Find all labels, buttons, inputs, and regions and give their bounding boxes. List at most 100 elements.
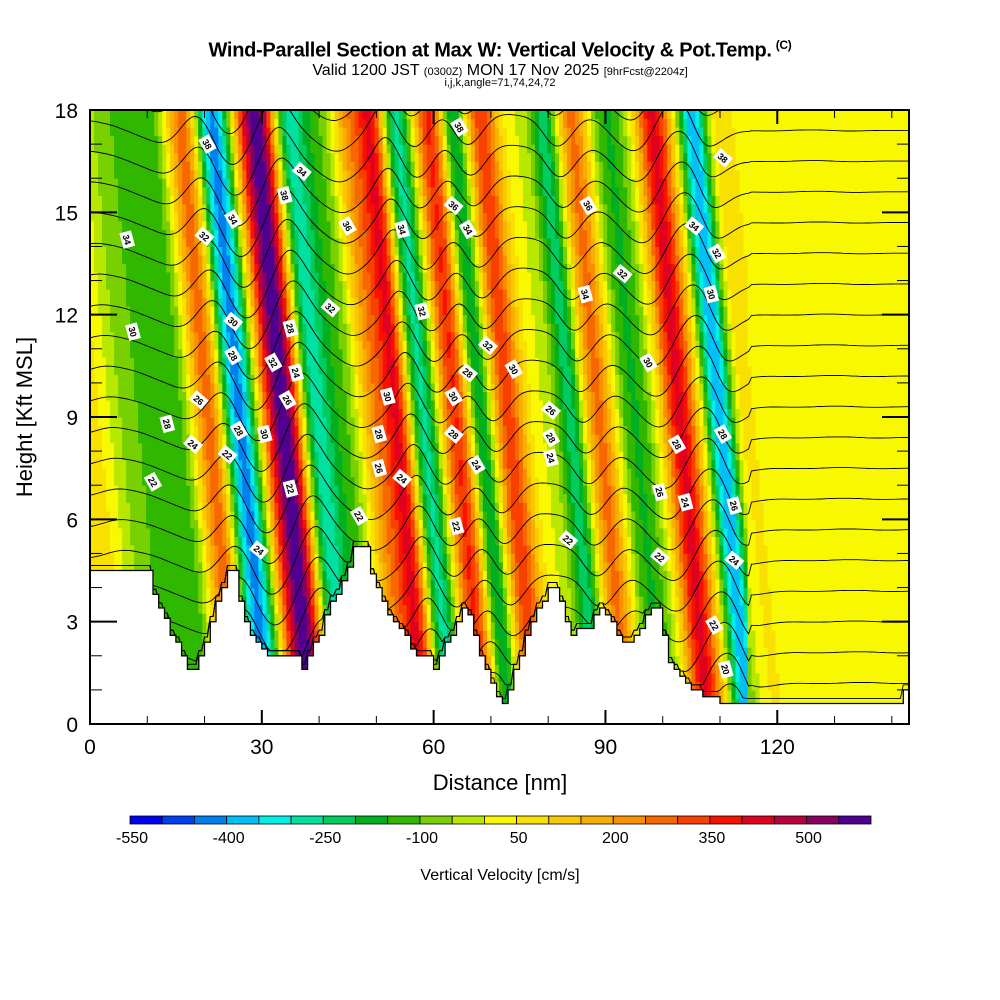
- velocity-cell: [190, 527, 195, 537]
- velocity-cell: [278, 536, 283, 546]
- velocity-cell: [154, 246, 159, 256]
- velocity-cell: [114, 169, 119, 179]
- velocity-cell: [198, 314, 203, 324]
- velocity-cell: [226, 127, 231, 137]
- velocity-cell: [146, 306, 151, 316]
- velocity-cell: [202, 289, 207, 299]
- velocity-cell: [178, 570, 183, 580]
- velocity-cell: [182, 417, 187, 427]
- velocity-cell: [218, 468, 223, 478]
- velocity-cell: [286, 502, 291, 512]
- velocity-cell: [326, 118, 332, 128]
- velocity-cell: [158, 536, 163, 546]
- velocity-cell: [330, 536, 336, 546]
- velocity-cell: [282, 110, 287, 120]
- velocity-cell: [206, 434, 211, 444]
- velocity-cell: [130, 451, 135, 461]
- velocity-cell: [274, 178, 279, 188]
- velocity-cell: [334, 229, 340, 239]
- velocity-cell: [162, 144, 167, 154]
- velocity-cell: [362, 365, 368, 375]
- velocity-cell: [226, 229, 231, 239]
- velocity-cell: [90, 476, 95, 486]
- velocity-cell: [118, 297, 123, 307]
- velocity-cell: [106, 391, 111, 401]
- velocity-cell: [202, 596, 207, 606]
- velocity-cell: [206, 297, 211, 307]
- velocity-cell: [186, 630, 191, 640]
- velocity-cell: [194, 527, 199, 537]
- velocity-cell: [278, 348, 283, 358]
- velocity-cell: [182, 169, 187, 179]
- velocity-cell: [250, 587, 255, 597]
- velocity-cell: [310, 178, 316, 188]
- velocity-cell: [226, 434, 231, 444]
- velocity-cell: [162, 434, 167, 444]
- velocity-cell: [138, 451, 143, 461]
- velocity-cell: [210, 493, 215, 503]
- velocity-cell: [262, 348, 267, 358]
- velocity-cell: [218, 417, 223, 427]
- velocity-cell: [118, 220, 123, 230]
- velocity-cell: [274, 451, 279, 461]
- velocity-cell: [282, 493, 287, 503]
- velocity-cell: [246, 434, 251, 444]
- velocity-cell: [158, 348, 163, 358]
- velocity-cell: [310, 118, 316, 128]
- velocity-cell: [254, 118, 259, 128]
- velocity-cell: [106, 306, 111, 316]
- velocity-cell: [114, 161, 119, 171]
- velocity-cell: [274, 493, 279, 503]
- velocity-cell: [162, 297, 167, 307]
- velocity-cell: [346, 135, 352, 145]
- velocity-cell: [194, 459, 199, 469]
- velocity-cell: [266, 553, 271, 563]
- velocity-cell: [282, 562, 287, 572]
- velocity-cell: [282, 161, 287, 171]
- velocity-cell: [206, 562, 211, 572]
- velocity-cell: [326, 314, 332, 324]
- velocity-cell: [350, 237, 356, 247]
- velocity-cell: [254, 587, 259, 597]
- velocity-cell: [126, 382, 131, 392]
- velocity-cell: [318, 365, 324, 375]
- velocity-cell: [270, 186, 275, 196]
- velocity-cell: [150, 502, 155, 512]
- velocity-cell: [330, 408, 336, 418]
- velocity-cell: [190, 348, 195, 358]
- velocity-cell: [346, 186, 352, 196]
- velocity-cell: [114, 562, 119, 572]
- velocity-cell: [186, 118, 191, 128]
- velocity-cell: [362, 144, 368, 154]
- velocity-cell: [202, 263, 207, 273]
- velocity-cell: [254, 314, 259, 324]
- velocity-cell: [226, 306, 231, 316]
- velocity-cell: [302, 638, 308, 648]
- velocity-cell: [338, 314, 344, 324]
- velocity-cell: [266, 144, 271, 154]
- velocity-cell: [146, 519, 151, 529]
- velocity-cell: [354, 502, 360, 512]
- velocity-cell: [286, 161, 291, 171]
- velocity-cell: [358, 246, 364, 256]
- velocity-cell: [334, 579, 340, 589]
- velocity-cell: [150, 127, 155, 137]
- velocity-cell: [290, 408, 296, 418]
- velocity-cell: [294, 212, 300, 222]
- velocity-cell: [202, 621, 207, 631]
- velocity-cell: [178, 348, 183, 358]
- velocity-cell: [318, 399, 324, 409]
- velocity-cell: [210, 374, 215, 384]
- velocity-cell: [94, 493, 99, 503]
- velocity-cell: [186, 186, 191, 196]
- velocity-cell: [126, 220, 131, 230]
- velocity-cell: [98, 425, 103, 435]
- velocity-cell: [230, 118, 235, 128]
- velocity-cell: [258, 220, 263, 230]
- velocity-cell: [98, 365, 103, 375]
- velocity-cell: [118, 434, 123, 444]
- velocity-cell: [182, 604, 187, 614]
- velocity-cell: [94, 195, 99, 205]
- velocity-cell: [334, 510, 340, 520]
- velocity-cell: [210, 510, 215, 520]
